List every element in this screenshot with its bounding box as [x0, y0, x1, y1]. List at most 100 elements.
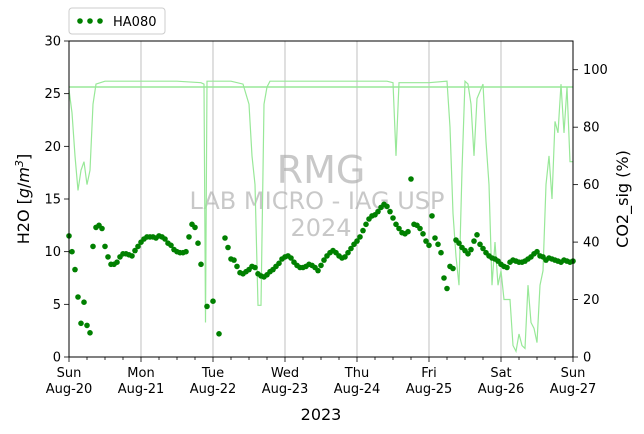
h2o-point: [345, 249, 351, 256]
legend-box: [68, 7, 166, 35]
h2o-point: [186, 234, 192, 240]
h2o-point: [78, 320, 84, 327]
h2o-point: [114, 259, 120, 266]
y2-tick-label: 40: [583, 236, 600, 251]
x-tick-label-day: Wed: [271, 366, 299, 381]
h2o-point: [252, 264, 258, 271]
h2o-point: [438, 249, 444, 256]
h2o-point: [87, 330, 93, 336]
y-tick-label: 30: [44, 35, 61, 50]
h2o-point: [384, 203, 390, 210]
y-axis-right: 0 20 40 60 80 100: [573, 63, 608, 366]
x-tick-label-date: Aug-22: [190, 382, 237, 397]
h2o-point: [216, 331, 222, 337]
h2o-point: [423, 238, 429, 244]
h2o-point: [534, 248, 540, 255]
h2o-point: [318, 262, 324, 269]
h2o-point: [129, 253, 135, 259]
h2o-point: [90, 243, 96, 250]
h2o-point: [183, 248, 189, 255]
h2o-point: [354, 238, 360, 244]
h2o-point: [168, 242, 174, 249]
h2o-point: [432, 235, 438, 241]
h2o-point: [234, 263, 240, 270]
h2o-point: [99, 225, 105, 232]
h2o-point: [204, 303, 210, 310]
watermark-line3: 2024: [290, 214, 351, 242]
legend-dot: [97, 18, 103, 24]
x-tick-label-date: Aug-20: [46, 382, 93, 397]
y2-tick-label: 20: [583, 293, 600, 308]
legend-marker-ha080: [77, 18, 103, 24]
h2o-point: [276, 260, 282, 267]
x-tick-label-day: Sun: [561, 366, 586, 381]
legend: HA080: [68, 7, 166, 35]
legend-label-ha080: HA080: [113, 15, 156, 30]
h2o-point: [450, 265, 456, 272]
h2o-point: [222, 235, 228, 241]
h2o-point: [471, 238, 477, 244]
x-tick-label-day: Sat: [490, 366, 511, 381]
h2o-point: [81, 299, 87, 306]
h2o-point: [393, 221, 399, 228]
watermark-line2: LAB MICRO - IAG USP: [189, 187, 444, 215]
h2o-point: [504, 264, 510, 271]
x-tick-label-date: Aug-21: [118, 382, 165, 397]
h2o-point: [480, 245, 486, 252]
y2-tick-label: 80: [583, 121, 600, 136]
h2o-point: [441, 275, 447, 281]
h2o-point: [105, 254, 111, 260]
y-tick-label: 0: [53, 351, 61, 366]
h2o-point: [456, 240, 462, 246]
y-axis-right-title: CO2_sig (%): [613, 150, 633, 248]
h2o-point: [210, 298, 216, 305]
h2o-point: [135, 243, 141, 250]
x-tick-label-day: Tue: [201, 366, 224, 381]
watermark: RMG LAB MICRO - IAG USP 2024: [189, 148, 444, 242]
h2o-point: [348, 245, 354, 252]
h2o-point: [363, 221, 369, 228]
h2o-point: [465, 251, 471, 257]
y-axis-left-title: H2O [g/m3]: [13, 154, 34, 245]
x-tick-label-day: Fri: [421, 366, 437, 381]
y2-tick-label: 100: [583, 63, 608, 78]
h2o-point: [321, 257, 327, 263]
y-tick-label: 20: [44, 140, 61, 155]
x-tick-label-day: Thu: [344, 366, 369, 381]
x-tick-label-date: Aug-25: [406, 382, 453, 397]
y-tick-label: 10: [44, 245, 61, 260]
y-axis-left: 0 5 10 15 20 25 30: [44, 35, 69, 366]
h2o-point: [474, 232, 480, 238]
x-tick-label-date: Aug-27: [550, 382, 597, 397]
x-axis: SunAug-20MonAug-21TueAug-22WedAug-23ThuA…: [46, 357, 597, 397]
h2o-point: [477, 241, 483, 248]
h2o-point: [390, 215, 396, 221]
h2o-point: [69, 248, 75, 255]
h2o-point: [375, 208, 381, 215]
h2o-point: [132, 247, 138, 254]
h2o-point: [72, 266, 78, 273]
legend-dot: [77, 18, 83, 24]
h2o-point: [342, 254, 348, 260]
h2o-point: [162, 236, 168, 242]
h2o-point: [102, 243, 108, 250]
x-tick-label-day: Sun: [57, 366, 82, 381]
h2o-point: [405, 228, 411, 235]
grid-lines: [140, 41, 502, 357]
h2o-point: [231, 257, 237, 263]
h2o-point: [75, 294, 81, 300]
h2o-point: [396, 225, 402, 232]
x-axis-title: 2023: [301, 405, 342, 424]
h2o-point: [420, 231, 426, 237]
h2o-point: [429, 213, 435, 219]
h2o-point: [468, 246, 474, 253]
h2o-point: [360, 227, 366, 234]
x-tick-label-date: Aug-24: [334, 382, 381, 397]
x-tick-label-date: Aug-26: [478, 382, 525, 397]
y2-tick-label: 60: [583, 178, 600, 193]
h2o-point: [387, 208, 393, 215]
h2o-point: [315, 267, 321, 274]
h2o-point: [192, 224, 198, 231]
h2o-point: [288, 255, 294, 261]
co2-series-line: [68, 79, 573, 354]
